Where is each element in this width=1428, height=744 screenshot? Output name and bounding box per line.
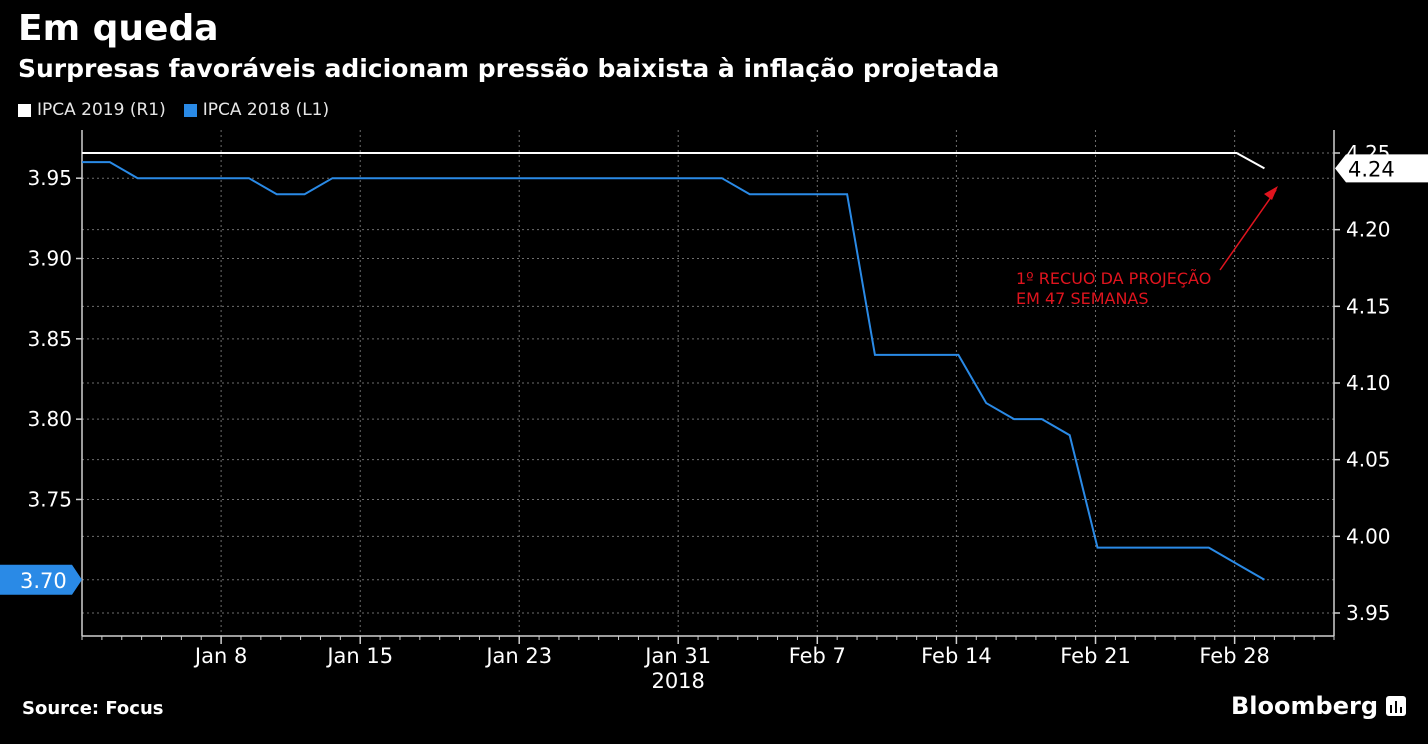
legend-label-ipca2019: IPCA 2019 (R1) — [37, 100, 166, 120]
left-tick-label: 3.75 — [27, 487, 72, 511]
x-tick-label: Feb 7 — [789, 644, 846, 668]
left-tick-label: 3.95 — [27, 166, 72, 190]
x-tick-label: Feb 28 — [1199, 644, 1270, 668]
brand-name: Bloomberg — [1231, 692, 1378, 720]
annotation-text: 1º RECUO DA PROJEÇÃO — [1016, 269, 1211, 288]
left-tick-label: 3.80 — [27, 407, 72, 431]
legend-swatch-ipca2018 — [183, 103, 197, 117]
right-tick-label: 4.20 — [1346, 218, 1391, 242]
chart-title: Em queda — [18, 8, 219, 49]
x-tick-label: Feb 21 — [1060, 644, 1131, 668]
x-tick-label: Feb 14 — [921, 644, 992, 668]
annotation-arrow-line — [1219, 189, 1277, 271]
legend-swatch-ipca2019 — [18, 103, 31, 117]
legend-item-ipca2018: IPCA 2018 (L1) — [183, 100, 330, 120]
last-value-tag-ipca2018 — [0, 564, 82, 595]
left-tick-label: 3.85 — [27, 327, 72, 351]
x-tick-label: Jan 15 — [325, 644, 393, 668]
right-tick-label: 3.95 — [1346, 601, 1391, 625]
series-line-ipca2019 — [82, 152, 1265, 170]
x-tick-label: Jan 23 — [484, 644, 552, 668]
right-tick-label: 4.15 — [1346, 294, 1391, 318]
source-note: Source: Focus — [22, 698, 164, 719]
bloomberg-chart-icon — [1386, 696, 1406, 716]
chart-subtitle: Surpresas favoráveis adicionam pressão b… — [18, 54, 1000, 83]
series-line-ipca2018 — [82, 161, 1265, 581]
last-value-tag-ipca2019 — [1335, 154, 1428, 183]
x-year-label: 2018 — [651, 669, 704, 693]
left-tick-label: 3.90 — [27, 247, 72, 271]
legend-item-ipca2019: IPCA 2019 (R1) — [18, 100, 166, 120]
last-value-label-ipca2018: 3.70 — [20, 569, 67, 593]
x-tick-label: Jan 31 — [643, 644, 711, 668]
annotation-arrow-head — [1264, 186, 1278, 200]
right-tick-label: 4.05 — [1346, 448, 1391, 472]
annotation-text: EM 47 SEMANAS — [1016, 289, 1149, 308]
right-tick-label: 4.10 — [1346, 371, 1391, 395]
legend-label-ipca2018: IPCA 2018 (L1) — [202, 100, 330, 120]
legend: IPCA 2019 (R1) IPCA 2018 (L1) — [18, 100, 329, 120]
x-tick-label: Jan 8 — [193, 644, 247, 668]
right-tick-label: 4.00 — [1346, 524, 1391, 548]
brand-logo: Bloomberg — [1231, 692, 1406, 720]
last-value-label-ipca2019: 4.24 — [1348, 157, 1395, 181]
